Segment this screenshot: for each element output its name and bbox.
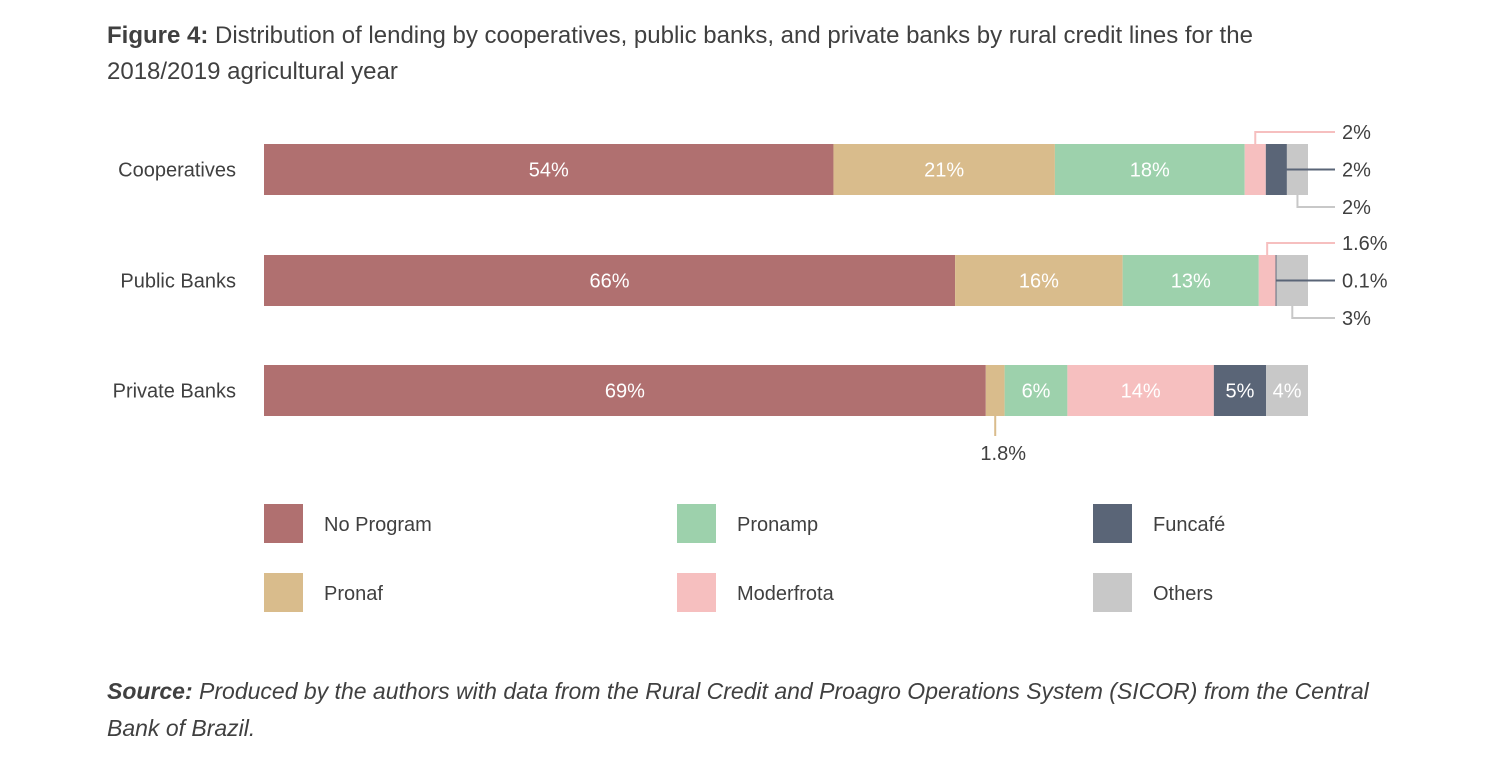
bar-segment-private-banks-no-program	[264, 365, 986, 416]
legend-label-funcafe: Funcafé	[1153, 514, 1225, 536]
title-text: Distribution of lending by cooperatives,…	[107, 22, 1253, 85]
legend-swatch-funcafe	[1093, 504, 1132, 543]
bar-segment-private-banks-pronaf	[985, 365, 1005, 416]
bar-segment-cooperatives-pronamp	[1054, 144, 1245, 195]
data-label-public-banks-no-program: 66%	[590, 271, 630, 293]
legend-swatch-moderfrota	[677, 573, 716, 612]
data-label-private-banks-pronamp: 6%	[1022, 381, 1051, 403]
callout-label-cooperatives-others: 2%	[1342, 197, 1371, 219]
bar-segment-private-banks-funcafe	[1213, 365, 1267, 416]
data-label-public-banks-pronaf: 16%	[1019, 271, 1059, 293]
legend-label-moderfrota: Moderfrota	[737, 583, 835, 605]
source-prefix: Source:	[107, 678, 193, 704]
callout-label-public-banks-funcafe: 0.1%	[1342, 271, 1388, 293]
category-label-private-banks: Private Banks	[113, 381, 236, 403]
category-label-cooperatives: Cooperatives	[118, 160, 236, 182]
legend-swatch-pronaf	[264, 573, 303, 612]
legend-label-pronaf: Pronaf	[324, 583, 383, 605]
category-label-public-banks: Public Banks	[120, 271, 236, 293]
data-label-cooperatives-pronamp: 18%	[1130, 160, 1170, 182]
source-text: Produced by the authors with data from t…	[107, 678, 1369, 741]
title-prefix: Figure 4:	[107, 22, 209, 49]
bar-segment-private-banks-others	[1266, 365, 1308, 416]
bar-segment-private-banks-moderfrota	[1067, 365, 1214, 416]
callout-line-cooperatives-others	[1296, 195, 1335, 208]
legend-label-no-program: No Program	[324, 514, 432, 536]
legend-swatch-others	[1093, 573, 1132, 612]
legend-swatch-no-program	[264, 504, 303, 543]
data-label-private-banks-moderfrota: 14%	[1121, 381, 1161, 403]
legend-label-others: Others	[1153, 583, 1213, 605]
bar-segment-private-banks-pronamp	[1004, 365, 1068, 416]
data-label-private-banks-funcafe: 5%	[1226, 381, 1255, 403]
callout-label-private-banks-pronaf: 1.8%	[980, 443, 1026, 465]
bar-segment-cooperatives-no-program	[264, 144, 834, 195]
callout-label-public-banks-others: 3%	[1342, 308, 1371, 330]
bar-segment-cooperatives-moderfrota	[1244, 144, 1266, 195]
bar-segment-public-banks-moderfrota	[1258, 255, 1276, 306]
data-label-cooperatives-pronaf: 21%	[924, 160, 964, 182]
bar-segment-cooperatives-pronaf	[833, 144, 1055, 195]
legend-swatch-pronamp	[677, 504, 716, 543]
chart-title: Figure 4: Distribution of lending by coo…	[107, 18, 1347, 90]
source-note: Source: Produced by the authors with dat…	[107, 673, 1407, 747]
callout-line-public-banks-moderfrota	[1266, 242, 1335, 255]
data-label-public-banks-pronamp: 13%	[1171, 271, 1211, 293]
callout-line-cooperatives-moderfrota	[1254, 131, 1335, 144]
legend-label-pronamp: Pronamp	[737, 514, 818, 536]
bar-segment-public-banks-pronaf	[955, 255, 1123, 306]
bar-segment-public-banks-no-program	[264, 255, 956, 306]
callout-label-public-banks-moderfrota: 1.6%	[1342, 233, 1388, 255]
data-label-cooperatives-no-program: 54%	[529, 160, 569, 182]
callout-line-public-banks-others	[1291, 306, 1335, 319]
stacked-bar-chart: Cooperatives 54% 21% 18% 2% 2% 2% Public Banks 6…	[113, 122, 1388, 612]
callout-label-cooperatives-funcafe: 2%	[1342, 160, 1371, 182]
callout-label-cooperatives-moderfrota: 2%	[1342, 122, 1371, 144]
data-label-private-banks-no-program: 69%	[605, 381, 645, 403]
bar-segment-public-banks-pronamp	[1122, 255, 1259, 306]
data-label-private-banks-others: 4%	[1273, 381, 1302, 403]
